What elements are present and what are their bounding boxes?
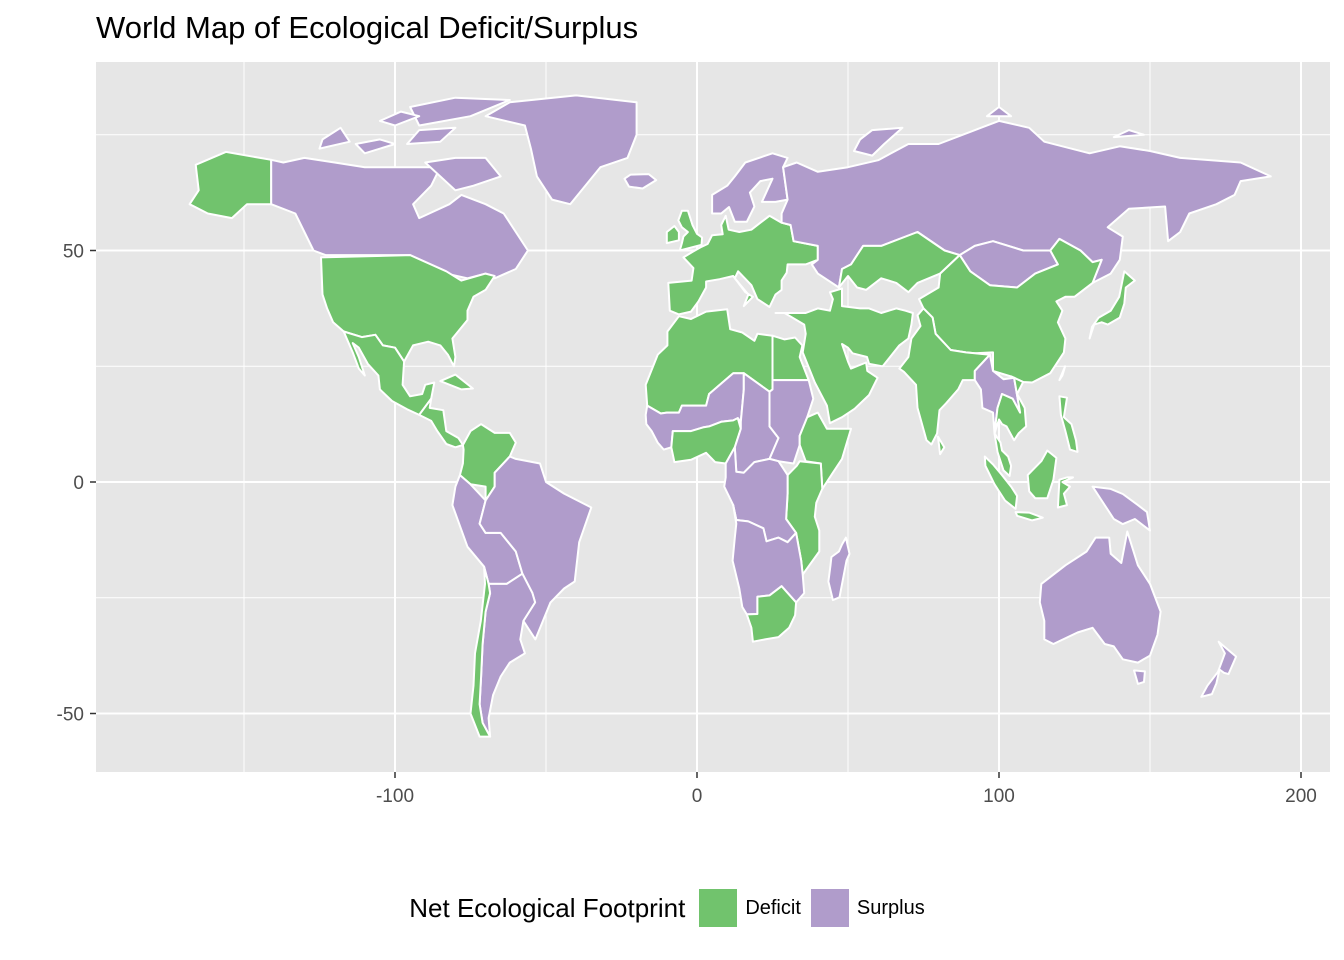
region-alaska — [188, 150, 273, 220]
region-ireland — [665, 225, 680, 245]
legend-title: Net Ecological Footprint — [409, 892, 686, 923]
region-iceland — [623, 173, 658, 190]
region-sri-lanka — [937, 435, 946, 456]
region-greenland — [484, 94, 638, 206]
legend-item-deficit: Deficit — [699, 889, 801, 927]
legend-key-surplus — [810, 889, 849, 927]
x-tick-label: 100 — [983, 786, 1015, 807]
region-taiwan — [1058, 365, 1067, 382]
legend-label-deficit: Deficit — [745, 896, 801, 919]
region-new-zealand — [1200, 640, 1238, 698]
region-russia-arctic-island — [985, 106, 1013, 118]
region-borneo — [1026, 449, 1058, 500]
region-brazil — [478, 455, 593, 641]
region-philippines — [1058, 395, 1079, 453]
region-java — [1014, 511, 1044, 522]
region-scandinavia — [711, 152, 789, 223]
map-plot: -100 0 100 200 50 0 -50 — [57, 62, 1330, 808]
region-arctic-island — [406, 126, 457, 145]
region-papua-new-guinea — [1091, 485, 1151, 532]
region-sumatra — [983, 455, 1019, 510]
x-tick-label: -100 — [376, 786, 414, 807]
region-chile — [469, 565, 492, 738]
region-arctic-island — [409, 96, 511, 127]
region-central-america — [418, 397, 464, 449]
region-russia-arctic-island — [1112, 129, 1145, 139]
map-regions — [188, 94, 1272, 738]
region-middle-east — [774, 287, 914, 425]
region-russia-arctic-island — [853, 126, 904, 157]
region-arctic-island — [354, 138, 396, 155]
region-japan — [1088, 270, 1136, 340]
region-arctic-island — [378, 110, 421, 127]
region-tasmania — [1133, 669, 1146, 685]
legend-label-surplus: Surplus — [856, 896, 925, 919]
region-malay-peninsula — [993, 432, 1013, 477]
region-south-africa — [745, 585, 798, 643]
region-madagascar — [827, 536, 851, 602]
region-arctic-island — [424, 156, 502, 192]
region-british-isles — [677, 209, 704, 252]
region-canada — [270, 156, 529, 280]
region-cuba — [439, 373, 474, 391]
x-tick-label: 200 — [1285, 786, 1317, 807]
y-tick-label: 50 — [63, 242, 84, 263]
y-tick-label: -50 — [57, 705, 84, 726]
region-australia — [1038, 530, 1162, 664]
legend: Net Ecological Footprint Deficit Surplus — [0, 886, 1344, 930]
region-sulawesi — [1056, 476, 1074, 509]
region-western-europe — [667, 214, 819, 316]
region-sudan — [768, 379, 815, 465]
axis-ticks: -100 0 100 200 50 0 -50 — [57, 242, 1317, 808]
region-arctic-island — [318, 126, 351, 150]
region-southeast-asia — [993, 375, 1028, 442]
legend-key-deficit — [699, 889, 738, 927]
y-tick-label: 0 — [73, 473, 84, 494]
legend-item-surplus: Surplus — [810, 889, 925, 927]
region-mexico — [342, 330, 436, 416]
x-tick-label: 0 — [692, 786, 703, 807]
region-ethiopia — [798, 411, 852, 490]
page-title: World Map of Ecological Deficit/Surplus — [96, 10, 639, 45]
